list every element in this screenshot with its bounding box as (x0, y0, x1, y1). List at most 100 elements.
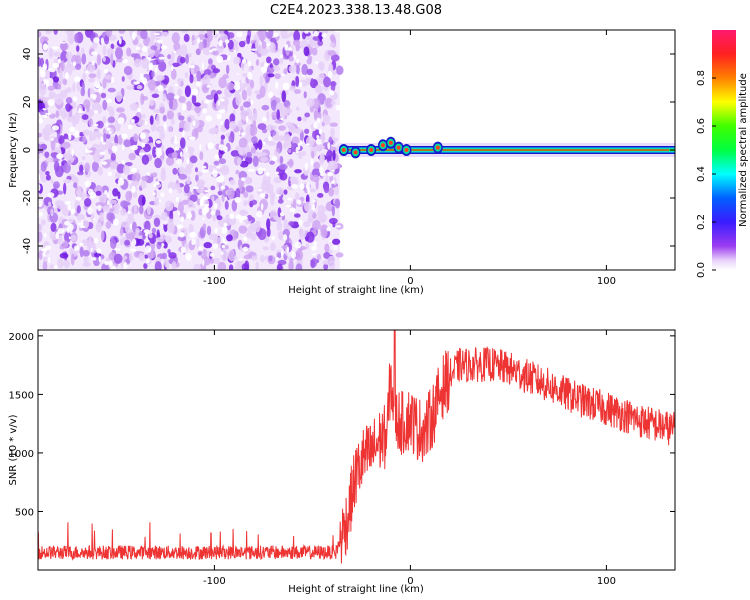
noise-gap (38, 200, 43, 208)
noise-cell (276, 263, 283, 270)
noise-cell (292, 39, 301, 47)
noise-cell (89, 136, 97, 141)
noise-cell (210, 185, 216, 191)
noise-cell (95, 149, 104, 158)
noise-cell (126, 47, 132, 57)
noise-gap (203, 203, 210, 207)
noise-cell (73, 182, 78, 189)
noise-cell (239, 209, 247, 217)
noise-cell (102, 116, 107, 124)
noise-cell (202, 248, 207, 256)
noise-cell (116, 107, 125, 113)
noise-cell (125, 162, 133, 167)
noise-gap (99, 151, 106, 156)
noise-gap (185, 252, 192, 261)
noise-cell (295, 75, 300, 87)
noise-gap (335, 104, 341, 111)
noise-cell (61, 107, 67, 120)
noise-cell (95, 190, 102, 196)
noise-cell (277, 207, 282, 218)
noise-gap (178, 232, 185, 238)
noise-cell (332, 238, 341, 245)
noise-gap (236, 73, 239, 76)
noise-gap (201, 62, 204, 70)
noise-gap (206, 85, 211, 88)
noise-gap (273, 32, 279, 38)
noise-cell (141, 175, 149, 181)
noise-cell (135, 227, 140, 235)
noise-cell (206, 30, 212, 39)
spectrogram-y-tick-label: -40 (22, 238, 33, 254)
noise-gap (319, 167, 324, 174)
noise-cell (102, 56, 106, 62)
noise-cell (129, 253, 133, 262)
noise-cell (279, 155, 284, 165)
noise-gap (79, 242, 84, 246)
noise-cell (65, 51, 73, 60)
noise-cell (251, 136, 258, 144)
noise-cell (217, 261, 227, 270)
noise-cell (163, 241, 168, 249)
noise-gap (106, 98, 112, 104)
noise-cell (312, 212, 317, 219)
noise-cell (309, 39, 315, 48)
noise-gap (110, 265, 117, 270)
noise-gap (98, 85, 102, 93)
noise-cell (220, 249, 229, 262)
noise-cell (146, 205, 151, 216)
noise-cell (91, 102, 101, 111)
noise-gap (297, 199, 302, 205)
noise-cell (329, 122, 338, 127)
noise-gap (304, 162, 309, 171)
spectrogram-x-axis-label: Height of straight line (km) (288, 285, 424, 296)
noise-cell (249, 79, 255, 89)
noise-gap (161, 243, 165, 247)
noise-cell (183, 33, 190, 43)
noise-cell (103, 132, 107, 142)
noise-gap (271, 156, 278, 162)
noise-cell (316, 253, 321, 261)
noise-cell (88, 117, 94, 127)
noise-cell (293, 30, 301, 42)
noise-gap (181, 103, 187, 111)
noise-cell (167, 54, 172, 60)
noise-gap (247, 168, 255, 172)
noise-gap (313, 122, 318, 129)
noise-cell (189, 194, 198, 202)
noise-cell (278, 163, 288, 171)
noise-cell (120, 208, 127, 216)
noise-cell (227, 39, 234, 50)
noise-gap (52, 125, 60, 131)
noise-cell (241, 72, 249, 78)
noise-cell (70, 234, 77, 242)
noise-gap (93, 237, 99, 244)
noise-gap (108, 131, 112, 134)
noise-cell (76, 205, 81, 214)
noise-cell (302, 116, 308, 122)
noise-gap (261, 168, 266, 171)
noise-cell (154, 196, 159, 207)
noise-gap (43, 232, 47, 238)
noise-cell (294, 249, 304, 261)
noise-gap (210, 210, 216, 216)
noise-gap (328, 239, 333, 243)
noise-cell (212, 257, 221, 265)
noise-cell (297, 151, 303, 159)
noise-cell (133, 133, 139, 142)
noise-cell (82, 250, 90, 257)
noise-cell (59, 252, 69, 259)
noise-gap (67, 226, 70, 234)
snr-frame (37, 329, 676, 571)
noise-cell (147, 48, 155, 58)
noise-gap (176, 224, 184, 229)
noise-gap (107, 200, 110, 206)
noise-cell (241, 89, 248, 101)
noise-cell (269, 63, 273, 69)
noise-cell (97, 223, 102, 228)
noise-cell (86, 64, 96, 73)
noise-cell (62, 240, 69, 248)
noise-cell (289, 85, 297, 91)
noise-cell (82, 135, 87, 144)
noise-gap (43, 78, 47, 85)
noise-gap (306, 143, 310, 146)
